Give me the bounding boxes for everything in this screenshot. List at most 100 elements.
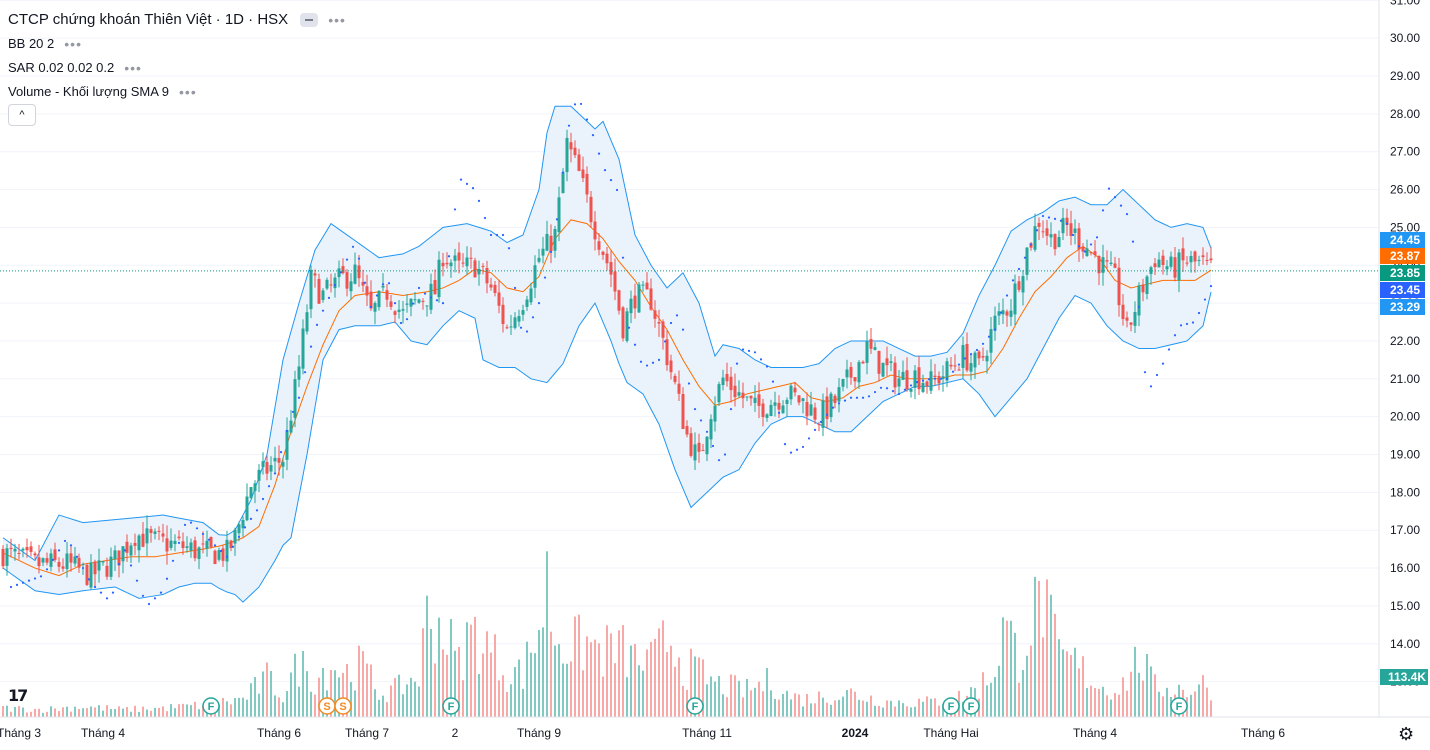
volume-bar (1162, 696, 1164, 717)
candle-body (605, 253, 609, 264)
sar-dot (1209, 284, 1213, 288)
event-marker[interactable]: S (318, 697, 336, 715)
sar-legend-row[interactable]: SAR 0.02 0.02 0.2 ••• (8, 56, 346, 80)
candle-body (453, 255, 457, 261)
volume-bar (1022, 670, 1024, 717)
event-marker[interactable]: S (334, 697, 352, 715)
volume-badge: 113.4K (1380, 669, 1428, 685)
candle-body (729, 376, 733, 391)
price-badge-label: 23.87 (1390, 249, 1420, 263)
candle-body (25, 547, 29, 551)
price-badge-label: 23.85 (1390, 266, 1420, 280)
volume-bar (574, 616, 576, 717)
candle-body (633, 295, 637, 309)
event-marker[interactable]: F (442, 697, 460, 715)
candle-body (1125, 317, 1129, 321)
sar-dot (237, 535, 241, 538)
volume-bar (846, 689, 848, 717)
volume-bar (446, 654, 448, 717)
candle-body (549, 235, 553, 252)
more-options-icon[interactable]: ••• (328, 12, 346, 28)
volume-bar (54, 708, 56, 717)
candle-body (889, 361, 893, 363)
candle-body (481, 265, 485, 267)
candle-body (589, 196, 593, 223)
candle-body (1001, 310, 1005, 315)
candle-body (1065, 217, 1069, 225)
bb-upper-line (2, 105, 1212, 562)
volume-bar (362, 651, 364, 717)
candle-body (1101, 257, 1105, 273)
hide-series-button[interactable] (300, 13, 319, 27)
candle-body (993, 315, 997, 331)
volume-bar (154, 707, 156, 717)
volume-bar (742, 697, 744, 717)
sar-dot (507, 247, 511, 250)
volume-bar (442, 649, 444, 717)
event-marker[interactable]: F (1170, 697, 1188, 715)
candle-body (177, 536, 181, 539)
volume-bar (518, 659, 520, 717)
sar-dot (459, 178, 463, 181)
candle-body (537, 257, 541, 262)
sar-dot (885, 387, 889, 390)
volume-bar (550, 631, 552, 717)
candle-body (1137, 285, 1141, 316)
sar-dot (1053, 217, 1057, 220)
sar-dot (633, 343, 637, 346)
sar-dot (261, 497, 265, 501)
volume-bar (678, 657, 680, 717)
candle-body (189, 542, 193, 551)
candle-body (577, 154, 581, 171)
volume-bar (786, 690, 788, 717)
candle-body (741, 392, 745, 399)
candle-body (1081, 247, 1085, 252)
volume-bar (850, 688, 852, 717)
candle-body (897, 378, 901, 387)
candle-body (893, 362, 897, 388)
candle-body (385, 290, 389, 300)
sar-dot (747, 349, 751, 352)
sar-dot (57, 549, 61, 552)
candle-body (45, 558, 49, 563)
candle-body (329, 284, 333, 286)
event-marker-label: F (448, 701, 455, 713)
sar-dot (453, 208, 457, 211)
candle-body (389, 301, 393, 307)
gear-icon[interactable]: ⚙ (1398, 724, 1415, 744)
sar-dot (327, 296, 331, 299)
event-marker[interactable]: F (686, 697, 704, 715)
sar-dot (273, 472, 277, 475)
candle-body (869, 339, 873, 349)
event-marker[interactable]: F (962, 697, 980, 715)
candle-body (81, 564, 85, 566)
sar-dot (489, 233, 493, 237)
volume-bar (658, 628, 660, 717)
volume-bar (870, 695, 872, 717)
candle-body (333, 277, 337, 289)
candle-body (201, 543, 205, 545)
sar-dot (1149, 385, 1153, 388)
sar-dot (357, 257, 361, 260)
tradingview-logo-icon[interactable]: 17 (8, 686, 28, 705)
candle-body (669, 360, 673, 373)
sar-dot (477, 199, 481, 203)
candle-body (261, 461, 265, 468)
volume-more-icon[interactable]: ••• (179, 84, 197, 100)
event-marker[interactable]: F (202, 697, 220, 715)
event-marker[interactable]: F (942, 697, 960, 715)
sar-dot (891, 390, 895, 393)
sar-more-icon[interactable]: ••• (124, 60, 142, 76)
volume-legend-row[interactable]: Volume - Khối lượng SMA 9 ••• (8, 80, 346, 104)
bb-more-icon[interactable]: ••• (64, 36, 82, 52)
sar-dot (615, 188, 619, 192)
volume-bar (746, 678, 748, 717)
volume-bar (30, 711, 32, 717)
collapse-legend-button[interactable]: ^ (8, 104, 36, 126)
bb-legend-row[interactable]: BB 20 2 ••• (8, 32, 346, 56)
candle-series (1, 129, 1213, 590)
sar-dot (1137, 305, 1141, 308)
sar-dot (123, 549, 127, 552)
sar-dot (591, 134, 595, 137)
